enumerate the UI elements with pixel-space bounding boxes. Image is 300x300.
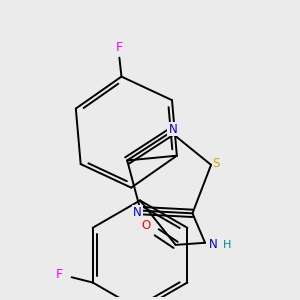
Text: O: O	[142, 220, 151, 232]
Text: F: F	[116, 41, 123, 54]
Text: N: N	[168, 122, 177, 136]
Text: H: H	[223, 240, 231, 250]
Text: S: S	[213, 157, 220, 170]
Text: F: F	[56, 268, 63, 281]
Text: N: N	[133, 206, 142, 219]
Text: N: N	[209, 238, 218, 251]
